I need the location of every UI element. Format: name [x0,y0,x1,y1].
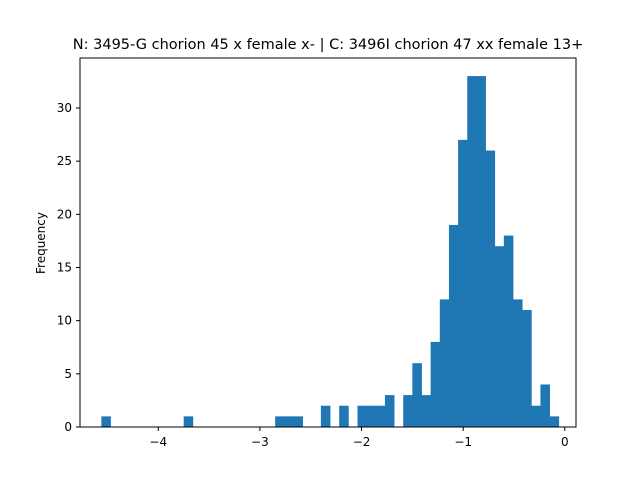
histogram-bar [339,405,349,427]
histogram-bar [522,310,532,427]
histogram-bar [375,405,386,427]
plot-frame [79,57,577,428]
histogram-bar [485,150,496,427]
histogram-bar [275,416,285,427]
y-tick-label: 0 [64,420,72,434]
histogram-bar [476,76,486,427]
y-tick-label: 15 [57,260,72,274]
histogram-bar [512,299,523,427]
histogram-bar [284,416,294,427]
y-tick-label: 25 [57,154,72,168]
histogram-bar [421,395,432,427]
ticks-group: −4 −3 −2 −1 0 0 5 10 15 20 25 30 [57,101,569,449]
histogram-bar [403,395,413,427]
chart-title: N: 3495-G chorion 45 x female x- | C: 34… [73,37,583,53]
x-tick-label: −2 [353,435,371,449]
histogram-bar [531,405,541,427]
histogram-bar [366,405,377,427]
histogram-bar [357,405,368,427]
histogram-bar [503,235,514,427]
histogram-bar [430,341,441,427]
y-tick-label: 10 [57,314,72,328]
histogram-bar [458,139,468,428]
histogram-bar [320,405,331,427]
histogram-bar [384,395,395,427]
x-tick-label: −3 [251,435,269,449]
x-tick-label: 0 [561,435,569,449]
histogram-bar [412,363,422,427]
histogram-bar [549,416,560,427]
histogram-bar [540,384,550,427]
histogram-bar [101,416,111,427]
histogram-bar [494,246,505,427]
bars-group [101,76,560,428]
y-tick-label: 20 [57,207,72,221]
histogram-bar [183,416,194,427]
histogram-bar [439,299,450,427]
histogram-bar [467,76,477,427]
x-tick-label: −1 [454,435,472,449]
y-tick-label: 5 [64,367,72,381]
histogram-bar [448,224,459,427]
histogram-bar [293,416,303,427]
y-tick-label: 30 [57,101,72,115]
x-tick-label: −4 [149,435,167,449]
y-axis-label: Frequency [34,212,48,274]
